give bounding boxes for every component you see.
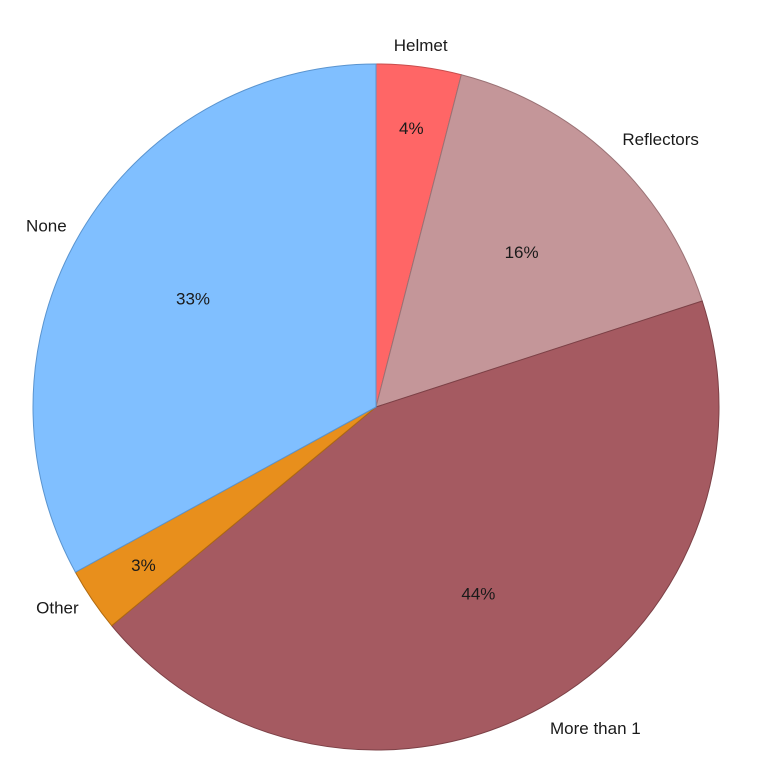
value-label-other: 3%: [131, 556, 156, 575]
category-label-reflectors: Reflectors: [622, 130, 699, 149]
percentage-labels: 4% 16% 44% 3% 33%: [131, 119, 539, 603]
value-label-none: 33%: [176, 290, 210, 309]
value-label-helmet: 4%: [399, 119, 424, 138]
category-label-more-than-1: More than 1: [550, 719, 641, 738]
pie-slice-none: [32, 63, 377, 573]
category-labels: Helmet Reflectors More than 1 Other None: [26, 36, 699, 738]
category-label-other: Other: [36, 599, 79, 618]
pie-slices: [32, 63, 720, 751]
pie-slice-reflectors: [375, 74, 703, 408]
category-label-none: None: [26, 216, 67, 235]
category-label-helmet: Helmet: [394, 36, 448, 55]
value-label-reflectors: 16%: [505, 243, 539, 262]
pie-slice-more-than-1: [111, 300, 720, 751]
value-label-more-than-1: 44%: [461, 584, 495, 603]
